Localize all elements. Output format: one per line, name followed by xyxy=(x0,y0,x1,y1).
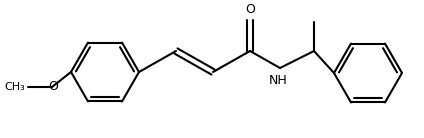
Text: CH₃: CH₃ xyxy=(4,82,25,92)
Text: O: O xyxy=(245,3,255,16)
Text: NH: NH xyxy=(269,74,287,87)
Text: O: O xyxy=(48,80,58,94)
